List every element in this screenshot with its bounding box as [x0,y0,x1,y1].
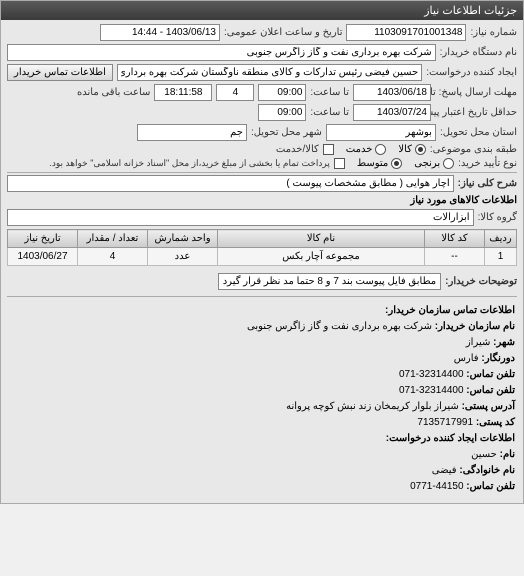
creator-family-label: نام خانوادگی: [459,465,515,476]
contact-addr-value: شیراز بلوار کریمخان زند نبش کوچه پروانه [286,401,459,412]
pay-checkbox[interactable] [334,158,345,169]
contact-section: اطلاعات تماس سازمان خریدار: نام سازمان خ… [7,299,517,499]
subject-label: طبقه بندی موضوعی: [430,144,517,155]
announce-label: تاریخ و ساعت اعلان عمومی: [224,27,343,38]
radio-medium[interactable]: متوسط [357,158,402,169]
td-name: مجموعه آچار بکس [218,248,425,266]
remain-time-field[interactable] [154,84,212,101]
contact-tel-label: تلفن تماس: [466,369,515,380]
th-code: کد کالا [425,230,485,248]
deadline-time-field[interactable] [258,84,306,101]
creator-tel-label: تلفن تماس: [466,481,515,492]
remain-label: ساعت باقی مانده [77,87,150,98]
radio-khedmat[interactable]: خدمت [346,144,387,155]
cash-label: کالا/خدمت [276,144,319,155]
th-qty: تعداد / مقدار [78,230,148,248]
province-field[interactable] [326,124,436,141]
th-row: ردیف [485,230,517,248]
td-date: 1403/06/27 [8,248,78,266]
need-no-field[interactable] [346,24,466,41]
creator-title: اطلاعات ایجاد کننده درخواست: [9,431,515,447]
urgent-label: نوع تأیید خرید: [458,158,517,169]
th-unit: واحد شمارش [148,230,218,248]
requester-label: ایجاد کننده درخواست: [426,67,517,78]
contact-prov-label: دورنگار: [481,353,515,364]
td-row: 1 [485,248,517,266]
td-code: -- [425,248,485,266]
contact-fax-value: 32314400-071 [399,385,464,396]
content-area: شماره نیاز: تاریخ و ساعت اعلان عمومی: نا… [1,20,523,503]
need-no-label: شماره نیاز: [470,27,517,38]
group-field[interactable] [7,209,474,226]
panel-title: جزئیات اطلاعات نیاز [1,1,523,20]
buyer-field[interactable] [7,44,436,61]
group-label: گروه کالا: [478,212,517,223]
valid-time-label: تا ساعت: [310,107,349,118]
city-label: شهر محل تحویل: [251,127,322,138]
valid-label: حداقل تاریخ اعتبار پیشنهاد: تا تاریخ: [435,107,517,118]
creator-name-label: نام: [500,449,515,460]
contact-addr-label: آدرس پستی: [462,401,515,412]
requester-field[interactable] [117,64,422,81]
announce-field[interactable] [100,24,220,41]
buyer-label: نام دستگاه خریدار: [440,47,517,58]
radio-dot-icon [391,158,402,169]
radio-dot-icon [443,158,454,169]
contact-button[interactable]: اطلاعات تماس خریدار [7,64,113,81]
desc-field[interactable] [7,175,454,192]
buyer-note-label: توضیحات خریدار: [445,276,517,287]
org-label: نام سازمان خریدار: [435,321,515,332]
org-value: شرکت بهره برداری نفت و گاز زاگرس جنوبی [247,321,432,332]
table-row[interactable]: 1 -- مجموعه آچار بکس عدد 4 1403/06/27 [8,248,517,266]
th-name: نام کالا [218,230,425,248]
creator-tel-value: 44150-0771 [410,481,463,492]
td-qty: 4 [78,248,148,266]
contact-title: اطلاعات تماس سازمان خریدار: [9,303,515,319]
main-panel: جزئیات اطلاعات نیاز شماره نیاز: تاریخ و … [0,0,524,504]
contact-tel-value: 32314400-071 [399,369,464,380]
creator-name-value: حسین [471,449,497,460]
radio-bronze[interactable]: برنجی [414,158,454,169]
cash-checkbox[interactable] [323,144,334,155]
valid-time-field[interactable] [258,104,306,121]
td-unit: عدد [148,248,218,266]
city-field[interactable] [137,124,247,141]
radio-kala[interactable]: کالا [398,144,426,155]
creator-family-value: فیضی [432,465,457,476]
radio-dot-icon [375,144,386,155]
valid-date-field[interactable] [353,104,431,121]
deadline-label: مهلت ارسال پاسخ: تا تاریخ: [435,87,517,98]
goods-section-title: اطلاعات کالاهای مورد نیاز [7,195,517,206]
buyer-note: مطابق فایل پیوست بند 7 و 8 حتما مد نظر ق… [218,273,441,290]
contact-post-label: کد پستی: [476,417,515,428]
table-header-row: ردیف کد کالا نام کالا واحد شمارش تعداد /… [8,230,517,248]
radio-dot-icon [415,144,426,155]
remain-days-field[interactable] [216,84,254,101]
contact-city-label: شهر: [493,337,515,348]
pay-note: پرداخت تمام یا بخشی از مبلغ خرید،از محل … [49,158,329,169]
contact-fax-label: تلفن تماس: [466,385,515,396]
contact-city-value: شیراز [466,337,491,348]
deadline-date-field[interactable] [353,84,431,101]
province-label: استان محل تحویل: [440,127,517,138]
desc-label: شرح کلی نیاز: [458,178,517,189]
contact-post-value: 7135717991 [417,417,473,428]
deadline-time-label: تا ساعت: [310,87,349,98]
contact-prov-value: فارس [454,353,479,364]
goods-table: ردیف کد کالا نام کالا واحد شمارش تعداد /… [7,229,517,266]
th-date: تاریخ نیاز [8,230,78,248]
